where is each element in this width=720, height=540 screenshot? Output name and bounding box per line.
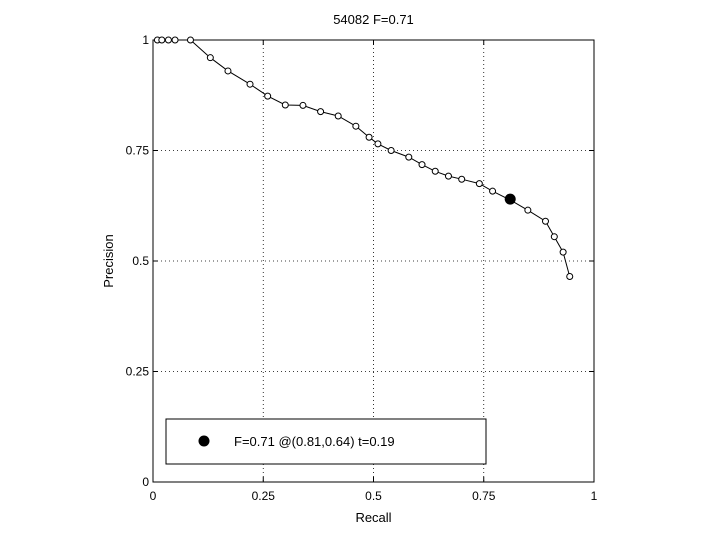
pr-point <box>550 233 558 241</box>
y-tick-label: 0.25 <box>126 365 150 379</box>
grid-lines <box>153 40 594 482</box>
pr-point <box>352 122 360 130</box>
y-tick-label: 1 <box>142 33 149 47</box>
x-tick-label: 0.25 <box>252 489 276 503</box>
chart-title: 54082 F=0.71 <box>333 12 414 27</box>
best-f-point <box>504 193 516 205</box>
pr-curve-line <box>157 39 571 277</box>
pr-point <box>299 101 307 109</box>
x-tick-label: 0.5 <box>365 489 382 503</box>
y-tick-label: 0.75 <box>126 144 150 158</box>
pr-point <box>158 36 166 44</box>
legend-box <box>165 418 487 465</box>
pr-point <box>566 272 574 280</box>
pr-curve-markers <box>153 36 574 280</box>
pr-point <box>171 36 179 44</box>
pr-point <box>559 248 567 256</box>
y-tick-label: 0 <box>142 475 149 489</box>
pr-point <box>387 147 395 154</box>
x-axis-label: Recall <box>355 510 391 525</box>
pr-point <box>458 175 466 183</box>
pr-point <box>365 133 373 141</box>
legend-entry: F=0.71 @(0.81,0.64) t=0.19 <box>234 434 395 449</box>
pr-point <box>475 180 483 188</box>
pr-point <box>418 161 426 169</box>
pr-point <box>186 36 194 44</box>
x-tick-label: 0 <box>150 489 157 503</box>
y-tick-label: 0.5 <box>132 254 149 268</box>
pr-point <box>281 101 289 109</box>
pr-point <box>334 112 342 120</box>
pr-point <box>524 206 532 214</box>
pr-point <box>317 108 325 116</box>
pr-point <box>246 80 254 88</box>
pr-point <box>374 140 382 148</box>
x-tick-label: 1 <box>591 489 598 503</box>
axis-ticks: 0 0.25 0.5 0.75 1 0 0.25 0.5 0.75 1 <box>126 33 598 503</box>
pr-point <box>264 92 272 100</box>
pr-point <box>224 67 232 75</box>
legend: F=0.71 @(0.81,0.64) t=0.19 <box>165 418 487 465</box>
pr-point <box>206 54 214 62</box>
pr-point <box>164 36 172 44</box>
y-axis-label: Precision <box>101 234 116 287</box>
x-tick-label: 0.75 <box>472 489 496 503</box>
pr-point <box>489 187 497 195</box>
pr-point <box>541 217 549 225</box>
pr-point <box>444 172 452 180</box>
pr-point <box>431 167 439 175</box>
pr-point <box>405 153 413 161</box>
legend-marker <box>198 435 210 447</box>
